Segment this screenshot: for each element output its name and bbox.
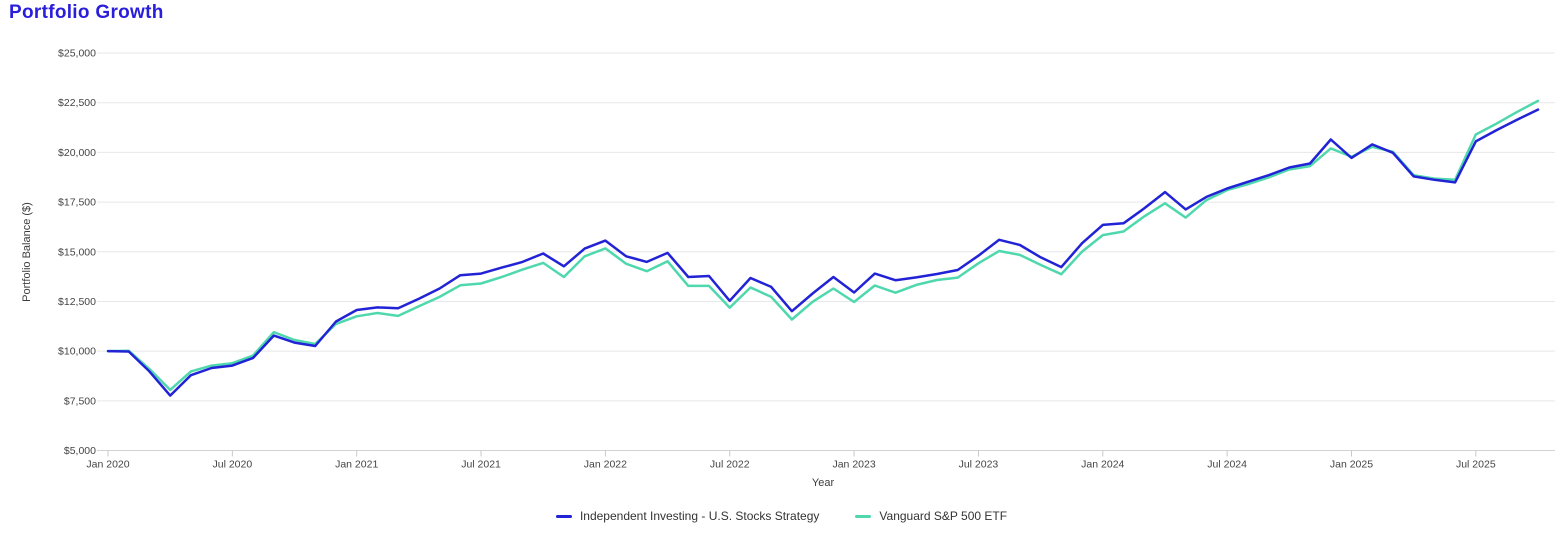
y-tick-label: $10,000 — [58, 346, 96, 358]
series-line-vanguard-sp500 — [106, 99, 1540, 392]
chart-legend: Independent Investing - U.S. Stocks Stra… — [0, 509, 1563, 523]
x-tick-label: Jan 2024 — [1081, 459, 1124, 471]
legend-label: Independent Investing - U.S. Stocks Stra… — [579, 509, 820, 523]
legend-item-independent-investing[interactable]: Independent Investing - U.S. Stocks Stra… — [555, 509, 820, 523]
x-tick-label: Jan 2020 — [86, 459, 129, 471]
y-tick-label: $7,500 — [64, 395, 96, 407]
x-tick-label: Jul 2020 — [212, 459, 252, 471]
x-tick-label: Jul 2021 — [461, 459, 501, 471]
legend-item-vanguard-sp500[interactable]: Vanguard S&P 500 ETF — [855, 509, 1007, 523]
legend-line-swatch-teal — [855, 514, 872, 518]
legend-line-swatch-blue — [555, 514, 572, 518]
y-tick-label: $12,500 — [58, 296, 96, 308]
x-tick-label: Jan 2023 — [832, 459, 875, 471]
x-tick-label: Jul 2024 — [1207, 459, 1247, 471]
x-tick-label: Jul 2023 — [959, 459, 999, 471]
chart-title: Portfolio Growth — [9, 2, 164, 23]
y-tick-label: $25,000 — [58, 48, 96, 60]
x-tick-label: Jan 2021 — [335, 459, 378, 471]
x-tick-label: Jan 2022 — [584, 459, 627, 471]
x-tick-label: Jan 2025 — [1330, 459, 1373, 471]
y-tick-label: $5,000 — [64, 445, 96, 457]
y-tick-label: $22,500 — [58, 97, 96, 109]
y-tick-label: $20,000 — [58, 147, 96, 159]
y-axis-title: Portfolio Balance ($) — [21, 202, 33, 302]
y-tick-label: $17,500 — [58, 197, 96, 209]
legend-label: Vanguard S&P 500 ETF — [879, 509, 1008, 523]
x-tick-label: Jul 2025 — [1456, 459, 1496, 471]
x-tick-label: Jul 2022 — [710, 459, 750, 471]
x-axis-title: Year — [811, 477, 835, 489]
series-line-independent-investing — [106, 108, 1540, 397]
y-tick-label: $15,000 — [58, 246, 96, 258]
